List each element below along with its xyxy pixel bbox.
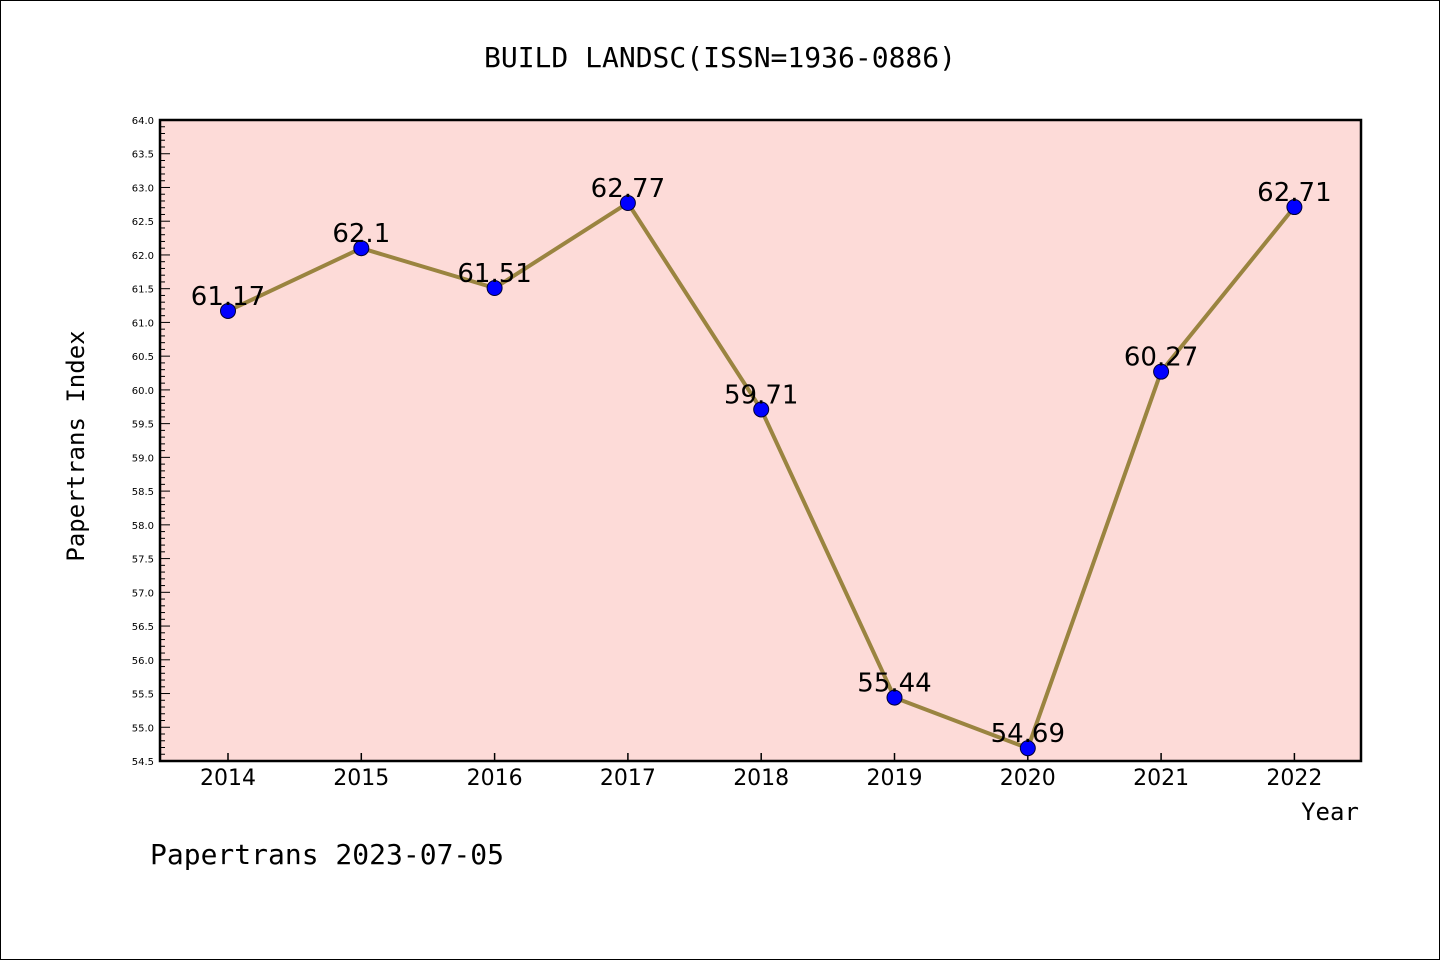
x-tick-label: 2022 xyxy=(1266,766,1322,791)
y-axis-label: Papertrans Index xyxy=(62,330,90,561)
x-tick-label: 2020 xyxy=(1000,766,1056,791)
x-axis-label: Year xyxy=(1301,798,1359,826)
chart-title: BUILD LANDSC(ISSN=1936-0886) xyxy=(484,41,956,74)
y-tick-label: 61.0 xyxy=(132,318,154,329)
y-tick-label: 58.0 xyxy=(132,521,154,532)
data-point xyxy=(886,689,903,706)
y-tick-label: 57.5 xyxy=(132,555,154,566)
y-tick-label: 56.5 xyxy=(132,622,154,633)
data-label: 62.77 xyxy=(591,174,665,204)
y-tick-label: 60.0 xyxy=(132,386,154,397)
x-tick-label: 2015 xyxy=(333,766,389,791)
data-label: 61.17 xyxy=(191,282,265,312)
y-tick-label: 55.5 xyxy=(132,690,154,701)
data-point xyxy=(1286,199,1303,216)
y-tick-label: 62.0 xyxy=(132,251,154,262)
data-label: 59.71 xyxy=(724,380,798,410)
data-label: 61.51 xyxy=(457,259,531,289)
y-axis: 54.5 55.0 55.5 56.0 56.5 57.0 57.5 58.0 58.5 59.0… xyxy=(132,116,170,768)
data-point xyxy=(486,280,503,297)
data-label: 60.27 xyxy=(1124,343,1198,373)
y-tick-label: 60.5 xyxy=(132,352,154,363)
x-axis: 2014 2015 2016 2017 2018 2019 2020 2021 2022 xyxy=(200,753,1322,791)
y-tick-label: 62.5 xyxy=(132,217,154,228)
y-tick-label: 55.0 xyxy=(132,723,154,734)
x-tick-label: 2014 xyxy=(200,766,256,791)
y-tick-label: 54.5 xyxy=(132,757,154,768)
data-point xyxy=(220,302,236,319)
data-point xyxy=(1153,363,1170,380)
data-labels: 61.17 62.1 61.51 62.77 59.71 55.44 54.69 60.27 6… xyxy=(191,174,1332,749)
y-tick-label: 59.5 xyxy=(132,420,154,431)
data-point xyxy=(619,194,636,211)
y-tick-label: 59.0 xyxy=(132,453,154,464)
y-tick-label: 56.0 xyxy=(132,656,154,667)
data-point xyxy=(753,401,770,418)
data-label: 62.71 xyxy=(1257,178,1331,208)
y-tick-label: 58.5 xyxy=(132,487,154,498)
x-tick-label: 2019 xyxy=(867,766,923,791)
y-tick-label: 63.5 xyxy=(132,150,154,161)
plot-area xyxy=(158,118,1363,763)
x-tick-label: 2021 xyxy=(1133,766,1189,791)
data-label: 55.44 xyxy=(857,669,931,699)
y-tick-label: 64.0 xyxy=(132,116,154,127)
data-point xyxy=(353,240,370,257)
y-tick-label: 57.0 xyxy=(132,588,154,599)
data-point xyxy=(1019,740,1036,757)
x-tick-label: 2017 xyxy=(600,766,656,791)
x-tick-label: 2018 xyxy=(733,766,789,791)
data-label: 62.1 xyxy=(332,219,390,249)
y-tick-label: 63.0 xyxy=(132,183,154,194)
series-line xyxy=(220,194,1303,757)
footer-text: Papertrans 2023-07-05 xyxy=(150,838,504,871)
y-tick-label: 61.5 xyxy=(132,285,154,296)
data-label: 54.69 xyxy=(991,719,1065,749)
x-tick-label: 2016 xyxy=(467,766,523,791)
